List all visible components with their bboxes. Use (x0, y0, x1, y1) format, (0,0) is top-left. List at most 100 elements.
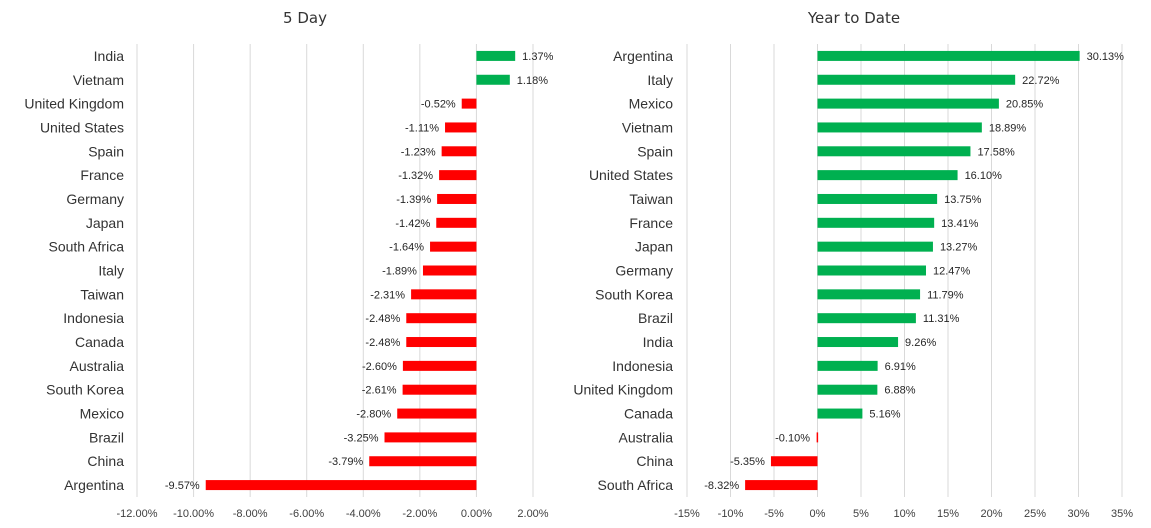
data-label-5day-taiwan: -2.31% (370, 289, 405, 301)
data-label-ytd-indonesia: 6.91% (885, 361, 916, 373)
x-tick-label-ytd-8: 25% (1024, 508, 1046, 520)
data-label-ytd-australia: -0.10% (775, 432, 810, 444)
category-label-ytd-australia: Australia (619, 429, 674, 445)
category-label-ytd-india: India (643, 334, 674, 350)
category-label-5day-brazil: Brazil (89, 429, 124, 445)
bar-ytd-united-kingdom (817, 384, 878, 395)
data-label-ytd-united-kingdom: 6.88% (884, 385, 915, 397)
data-label-5day-south-korea: -2.61% (362, 385, 397, 397)
bar-ytd-united-states (817, 170, 958, 181)
data-label-ytd-germany: 12.47% (933, 266, 971, 278)
bar-5day-australia (402, 360, 477, 371)
bar-ytd-china (770, 456, 818, 467)
chart-title-5-day: 5 Day (283, 9, 327, 27)
category-label-5day-united-states: United States (40, 119, 124, 135)
x-tick-label-5day-3: -6.00% (289, 508, 324, 520)
category-label-ytd-south-africa: South Africa (598, 477, 674, 493)
x-tick-label-5day-4: -4.00% (346, 508, 381, 520)
x-tick-label-ytd-2: -5% (764, 508, 784, 520)
bar-5day-south-africa (430, 241, 477, 252)
data-label-ytd-united-states: 16.10% (965, 170, 1003, 182)
x-tick-label-ytd-4: 5% (853, 508, 869, 520)
category-label-ytd-united-states: United States (589, 167, 673, 183)
data-label-5day-japan: -1.42% (395, 218, 430, 230)
data-label-5day-united-kingdom: -0.52% (421, 99, 456, 111)
bar-ytd-south-africa (745, 480, 818, 491)
data-label-ytd-spain: 17.58% (977, 146, 1015, 158)
category-label-5day-australia: Australia (70, 358, 125, 374)
category-label-5day-united-kingdom: United Kingdom (24, 96, 124, 112)
data-label-5day-france: -1.32% (398, 170, 433, 182)
bar-5day-mexico (397, 408, 477, 419)
category-label-5day-south-korea: South Korea (46, 382, 124, 398)
x-tick-label-ytd-5: 10% (893, 508, 915, 520)
bar-ytd-spain (817, 146, 971, 157)
bar-5day-south-korea (402, 384, 477, 395)
category-label-5day-italy: Italy (98, 263, 124, 279)
bar-ytd-taiwan (817, 193, 938, 204)
category-label-ytd-united-kingdom: United Kingdom (573, 382, 673, 398)
data-label-ytd-taiwan: 13.75% (944, 194, 982, 206)
bar-5day-taiwan (411, 289, 477, 300)
data-label-5day-argentina: -9.57% (165, 480, 200, 492)
category-label-ytd-brazil: Brazil (638, 310, 673, 326)
category-label-5day-china: China (87, 453, 124, 469)
bar-5day-japan (436, 217, 477, 228)
category-label-ytd-france: France (629, 215, 673, 231)
category-label-ytd-canada: Canada (624, 406, 673, 422)
data-label-ytd-south-africa: -8.32% (704, 480, 739, 492)
bar-ytd-brazil (817, 313, 916, 324)
category-label-5day-argentina: Argentina (64, 477, 124, 493)
bar-5day-china (369, 456, 477, 467)
x-tick-label-5day-7: 2.00% (517, 508, 548, 520)
five-day-chart: 5 Day -12.00% -10.00% -8.00% -6.00% -4.00% -2… (24, 9, 553, 520)
category-label-5day-indonesia: Indonesia (63, 310, 124, 326)
data-label-5day-india: 1.37% (522, 51, 553, 63)
bar-5day-vietnam (476, 74, 510, 85)
bar-ytd-japan (817, 241, 933, 252)
bar-5day-italy (422, 265, 477, 276)
bar-5day-argentina (205, 480, 477, 491)
data-label-ytd-japan: 13.27% (940, 242, 978, 254)
category-label-5day-taiwan: Taiwan (80, 286, 124, 302)
data-label-5day-united-states: -1.11% (405, 122, 439, 134)
data-label-5day-vietnam: 1.18% (517, 75, 548, 87)
x-tick-label-ytd-10: 35% (1111, 508, 1133, 520)
data-label-5day-china: -3.79% (328, 456, 363, 468)
bar-5day-germany (437, 193, 477, 204)
category-label-ytd-china: China (636, 453, 673, 469)
bar-ytd-india (817, 337, 899, 348)
x-tick-label-ytd-6: 15% (937, 508, 959, 520)
category-label-5day-canada: Canada (75, 334, 124, 350)
bar-5day-spain (441, 146, 477, 157)
category-label-5day-vietnam: Vietnam (73, 72, 124, 88)
bar-ytd-italy (817, 74, 1016, 85)
category-label-ytd-south-korea: South Korea (595, 286, 673, 302)
x-tick-label-5day-5: -2.00% (402, 508, 437, 520)
data-label-ytd-brazil: 11.31% (923, 313, 960, 325)
data-label-ytd-argentina: 30.13% (1087, 51, 1125, 63)
bar-ytd-australia (816, 432, 819, 443)
category-label-5day-germany: Germany (66, 191, 124, 207)
category-label-ytd-germany: Germany (615, 263, 673, 279)
bar-ytd-vietnam (817, 122, 982, 133)
x-tick-label-ytd-9: 30% (1067, 508, 1089, 520)
category-label-5day-south-africa: South Africa (49, 239, 125, 255)
x-tick-label-ytd-3: 0% (810, 508, 826, 520)
chart-title-year-to-date: Year to Date (807, 9, 900, 27)
category-label-ytd-vietnam: Vietnam (622, 119, 673, 135)
data-label-5day-mexico: -2.80% (356, 409, 391, 421)
bar-ytd-argentina (817, 50, 1080, 61)
category-label-ytd-japan: Japan (635, 239, 673, 255)
x-tick-label-5day-2: -8.00% (233, 508, 268, 520)
data-label-5day-italy: -1.89% (382, 266, 417, 278)
category-label-5day-japan: Japan (86, 215, 124, 231)
bar-5day-brazil (384, 432, 477, 443)
category-label-ytd-argentina: Argentina (613, 48, 673, 64)
bar-5day-united-states (445, 122, 477, 133)
bar-ytd-france (817, 217, 935, 228)
bar-5day-france (439, 170, 477, 181)
x-tick-label-5day-6: 0.00% (461, 508, 492, 520)
x-tick-label-ytd-0: -15% (674, 508, 700, 520)
